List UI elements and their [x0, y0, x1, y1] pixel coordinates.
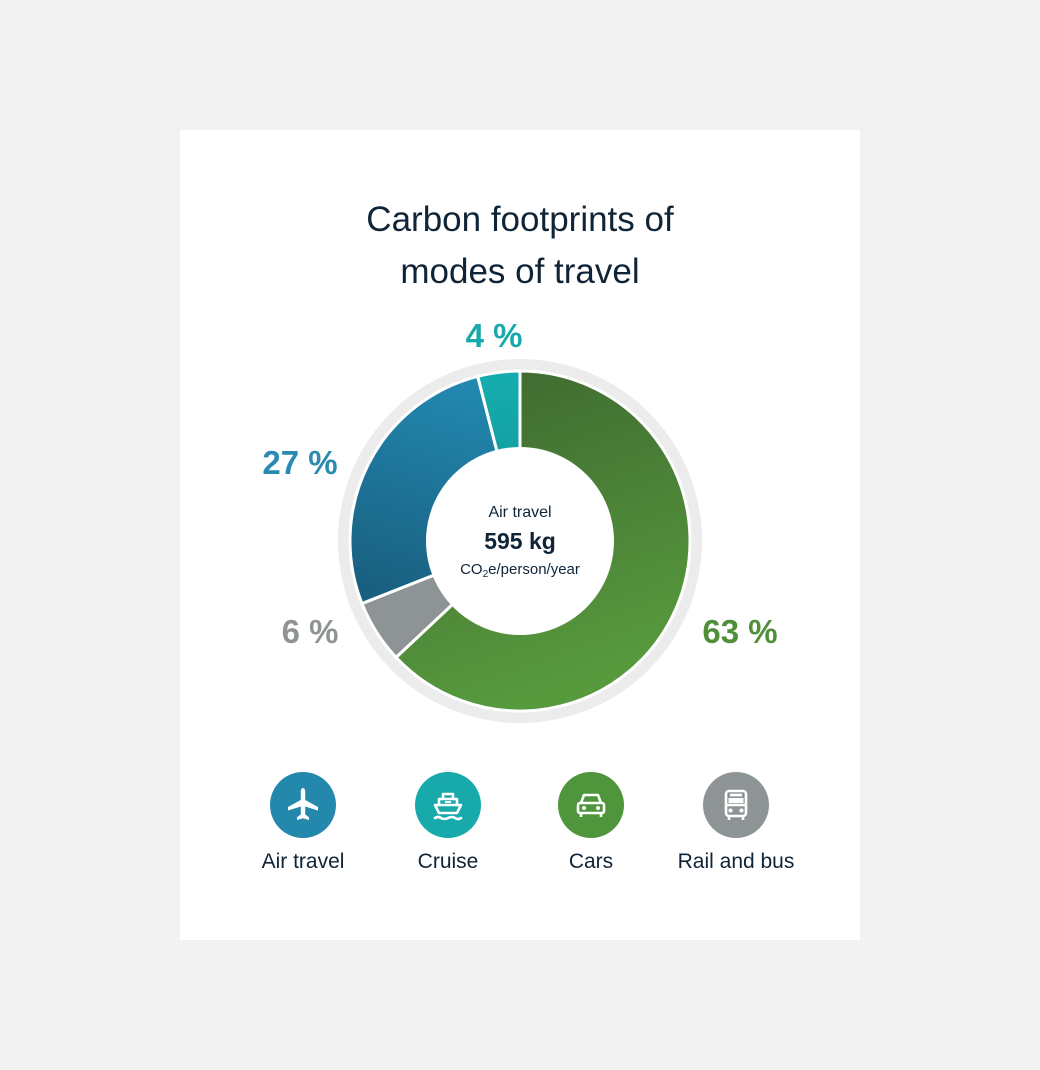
legend-icon-circle	[703, 772, 769, 838]
legend-label: Rail and bus	[677, 850, 795, 873]
ship-icon	[433, 792, 463, 821]
bus-icon	[724, 789, 748, 820]
legend-label: Cars	[568, 850, 614, 873]
value-label-cars: 63 %	[702, 613, 777, 650]
legend-icon-circle	[558, 772, 624, 838]
center-unit-subscript: 2	[483, 569, 489, 580]
value-label-air-travel: 27 %	[262, 444, 337, 481]
donut-hole	[426, 447, 614, 635]
center-value: 595 kg	[484, 528, 556, 554]
legend: Air travel Cruise	[180, 772, 860, 892]
chart-title-line-2: modes of travel	[400, 252, 640, 291]
car-icon	[576, 793, 606, 817]
legend-label: Cruise	[417, 850, 479, 873]
legend-icon-circle	[270, 772, 336, 838]
legend-icon-circle	[415, 772, 481, 838]
chart-title: Carbon footprints of modes of travel	[180, 194, 860, 298]
center-unit-prefix: CO	[460, 561, 483, 578]
chart-title-line-1: Carbon footprints of	[366, 200, 674, 239]
legend-item-rail-and-bus: Rail and bus	[651, 772, 821, 874]
legend-item-cars: Cars	[506, 772, 676, 874]
legend-item-air-travel: Air travel	[218, 772, 388, 874]
legend-label: Air travel	[261, 850, 345, 873]
value-label-rail-and-bus: 6 %	[282, 613, 339, 650]
chart-card: Carbon footprints of modes of travel	[180, 130, 860, 940]
center-unit-suffix: e/person/year	[488, 561, 580, 578]
legend-item-cruise: Cruise	[363, 772, 533, 874]
value-label-cruise: 4 %	[466, 317, 523, 354]
center-label: Air travel	[488, 504, 551, 521]
airplane-icon	[288, 788, 318, 820]
donut-chart: 63 % 6 % 27 % 4 % Air travel 595 kg CO2e/pe…	[262, 317, 778, 723]
center-unit: CO2e/person/year	[460, 561, 580, 580]
